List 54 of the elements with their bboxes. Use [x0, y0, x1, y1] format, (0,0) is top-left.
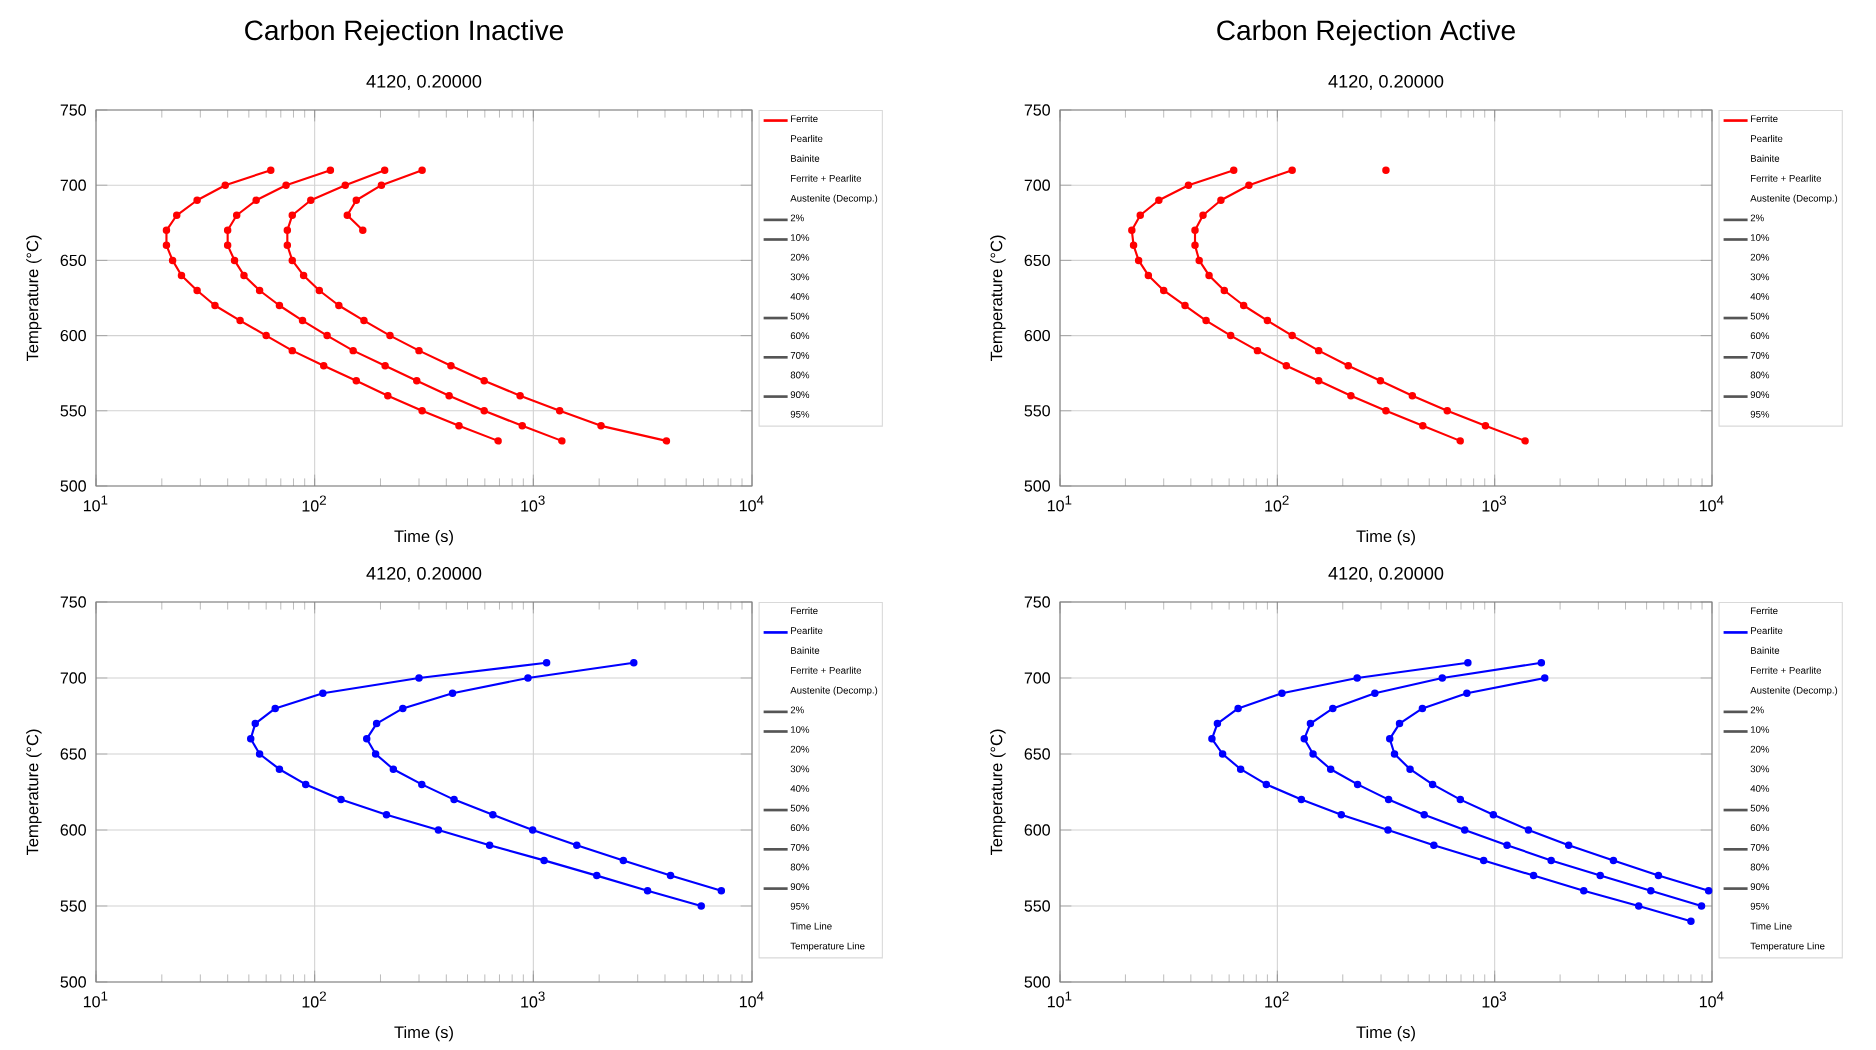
y-tick-label: 600: [1024, 824, 1050, 836]
x-tick-label: 10$^{3}$: [1482, 991, 1507, 1008]
y-tick-label: 650: [60, 748, 86, 760]
y-axis-title: Temperature (°C): [26, 729, 42, 856]
chart-subtitle: 4120, 0.20000: [366, 74, 482, 90]
x-tick-label: 10$^{3}$: [1482, 495, 1507, 512]
y-tick-label: 700: [60, 179, 86, 191]
y-axis-title: Temperature (°C): [990, 235, 1006, 362]
y-tick-label: 700: [1024, 672, 1050, 684]
y-tick-label: 550: [1024, 900, 1050, 912]
x-tick-label: 10$^{2}$: [302, 991, 326, 1008]
x-tick-label: 10$^{1}$: [1047, 991, 1072, 1008]
chart-title: 4120, 0.20000: [366, 566, 482, 582]
y-tick-label: 550: [60, 900, 86, 912]
y-tick-label: 700: [60, 672, 86, 684]
y-tick-label: 750: [60, 596, 86, 608]
chart-title: Carbon Rejection Active: [1217, 19, 1515, 46]
x-tick-label: 10$^{2}$: [302, 495, 326, 512]
y-tick-label: 500: [60, 976, 86, 988]
y-axis-title: Temperature (°C): [26, 235, 42, 362]
y-tick-label: 750: [1024, 104, 1050, 116]
y-tick-label: 500: [1024, 976, 1050, 988]
y-tick-label: 750: [1024, 596, 1050, 608]
x-tick-label: 10$^{1}$: [83, 991, 108, 1008]
x-tick-label: 10$^{4}$: [739, 991, 764, 1008]
y-tick-label: 600: [60, 329, 86, 342]
chart-title: Carbon Rejection Inactive: [245, 19, 563, 46]
y-tick-label: 750: [60, 104, 86, 116]
x-tick-label: 10$^{2}$: [1265, 495, 1289, 512]
x-tick-label: 10$^{1}$: [1047, 495, 1072, 512]
x-axis-title: Time (s): [1356, 1025, 1415, 1042]
y-tick-label: 550: [60, 405, 86, 417]
x-tick-label: 10$^{4}$: [1699, 495, 1724, 512]
chart-title: 4120, 0.20000: [1328, 566, 1444, 582]
y-tick-label: 550: [1024, 405, 1050, 417]
y-tick-label: 500: [60, 480, 86, 492]
x-tick-label: 10$^{3}$: [521, 991, 545, 1008]
x-axis-title: Time (s): [394, 1025, 453, 1042]
x-tick-label: 10$^{1}$: [83, 495, 108, 512]
y-tick-label: 650: [60, 254, 86, 267]
y-tick-label: 500: [1024, 480, 1050, 492]
x-tick-label: 10$^{3}$: [521, 495, 545, 512]
x-tick-label: 10$^{4}$: [1699, 991, 1724, 1008]
y-axis-title: Temperature (°C): [990, 729, 1006, 856]
y-tick-label: 650: [1024, 254, 1050, 267]
x-axis-title: Time (s): [394, 529, 453, 546]
chart-subtitle: 4120, 0.20000: [1328, 74, 1444, 90]
x-tick-label: 10$^{4}$: [739, 495, 764, 512]
y-tick-label: 700: [1024, 179, 1050, 191]
y-tick-label: 600: [60, 824, 86, 836]
x-axis-title: Time (s): [1356, 529, 1415, 546]
y-tick-label: 650: [1024, 748, 1050, 760]
x-tick-label: 10$^{2}$: [1265, 991, 1289, 1008]
y-tick-label: 600: [1024, 329, 1050, 342]
